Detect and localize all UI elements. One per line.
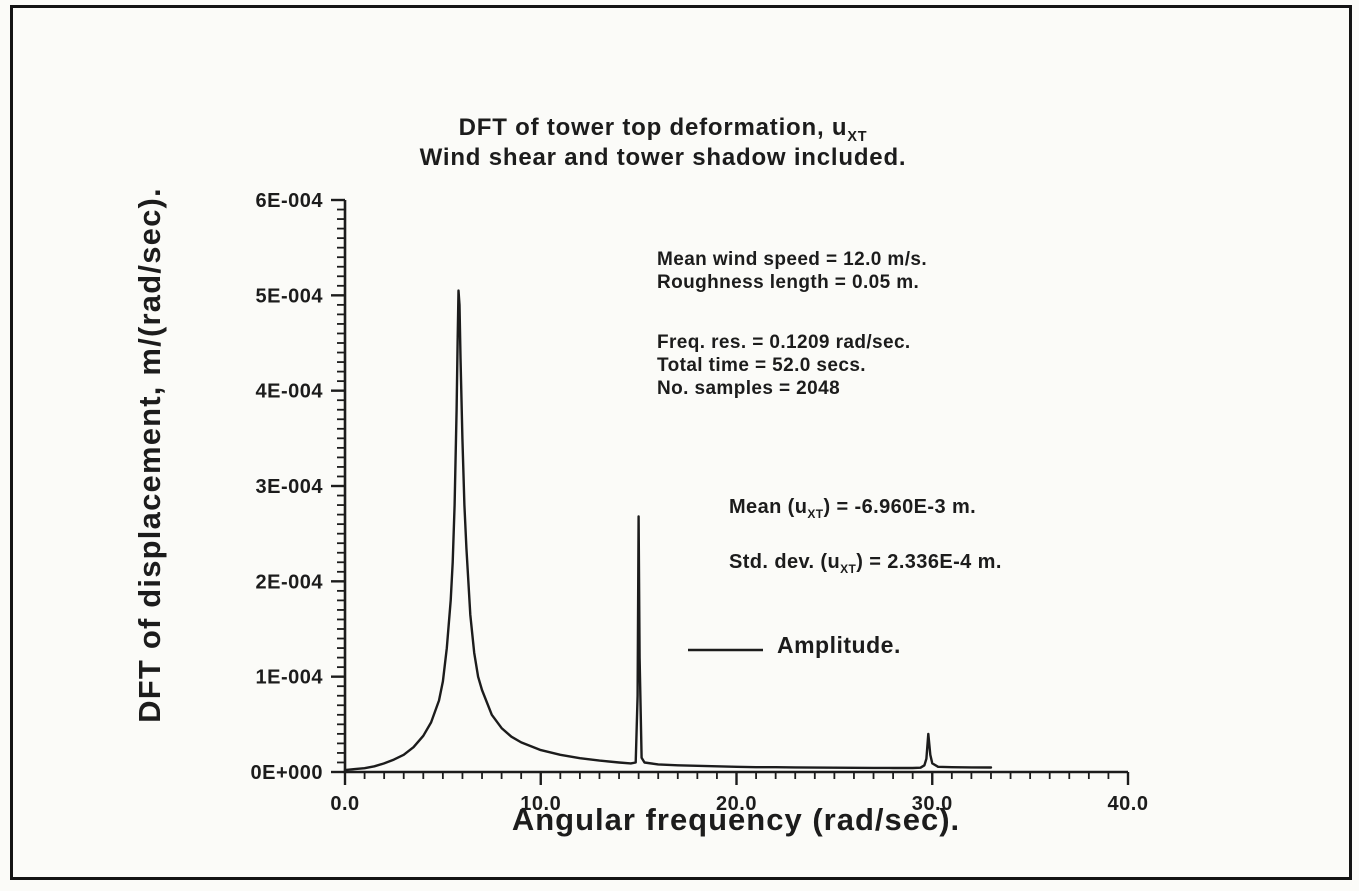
chart-title: DFT of tower top deformation, uXT (303, 114, 1023, 145)
mean-annotation-suffix: ) = -6.960E-3 m. (823, 496, 977, 518)
y-tick-labels: 0E+000 1E-004 2E-004 3E-004 4E-004 5E-004 6E-0… (250, 190, 324, 784)
std-annotation-subscript: XT (840, 562, 857, 576)
x-axis-ticks (343, 772, 1130, 785)
x-axis-label: Angular frequency (rad/sec). (511, 802, 961, 837)
std-annotation-suffix: ) = 2.336E-4 m. (856, 551, 1002, 573)
sampling-annotation-block: Freq. res. = 0.1209 rad/sec. Total time … (657, 331, 911, 400)
legend-label: Amplitude. (777, 632, 901, 658)
std-annotation-prefix: Std. dev. (u (729, 551, 841, 573)
annotation-num-samples: No. samples = 2048 (657, 378, 841, 399)
chart-title-text: DFT of tower top deformation, u (458, 114, 848, 141)
scan-border (10, 5, 1352, 880)
svg-text:0E+000: 0E+000 (250, 762, 323, 784)
chart-subtitle: Wind shear and tower shadow included. (419, 144, 907, 171)
svg-text:10.0: 10.0 (520, 793, 561, 815)
y-axis-label: DFT of displacement, m/(rad/sec). (132, 187, 167, 723)
svg-text:6E-004: 6E-004 (256, 190, 324, 212)
svg-text:1E-004: 1E-004 (256, 667, 324, 689)
mean-annotation-prefix: Mean (u (729, 496, 808, 518)
mean-annotation-subscript: XT (807, 507, 824, 521)
annotation-freq-res: Freq. res. = 0.1209 rad/sec. (657, 332, 911, 353)
y-axis-ticks (331, 198, 345, 774)
svg-text:30.0: 30.0 (912, 793, 953, 815)
annotation-total-time: Total time = 52.0 secs. (657, 355, 866, 376)
svg-text:2E-004: 2E-004 (256, 571, 324, 593)
amplitude-curve (343, 289, 993, 772)
svg-text:5E-004: 5E-004 (256, 285, 324, 307)
annotation-mean-wind-speed: Mean wind speed = 12.0 m/s. (657, 249, 928, 270)
x-tick-labels: 0.0 10.0 20.0 30.0 40.0 (330, 793, 1148, 815)
mean-value-annotation: Mean (uXT) = -6.960E-3 m. (729, 496, 976, 526)
title-subscript: XT (847, 128, 868, 145)
svg-text:4E-004: 4E-004 (256, 381, 324, 403)
svg-text:0.0: 0.0 (330, 793, 359, 815)
svg-text:20.0: 20.0 (716, 793, 757, 815)
std-dev-annotation: Std. dev. (uXT) = 2.336E-4 m. (729, 551, 1002, 581)
svg-text:3E-004: 3E-004 (256, 476, 324, 498)
annotation-roughness-length: Roughness length = 0.05 m. (657, 272, 920, 293)
svg-text:40.0: 40.0 (1108, 793, 1149, 815)
wind-annotation-block: Mean wind speed = 12.0 m/s. Roughness le… (657, 248, 927, 294)
